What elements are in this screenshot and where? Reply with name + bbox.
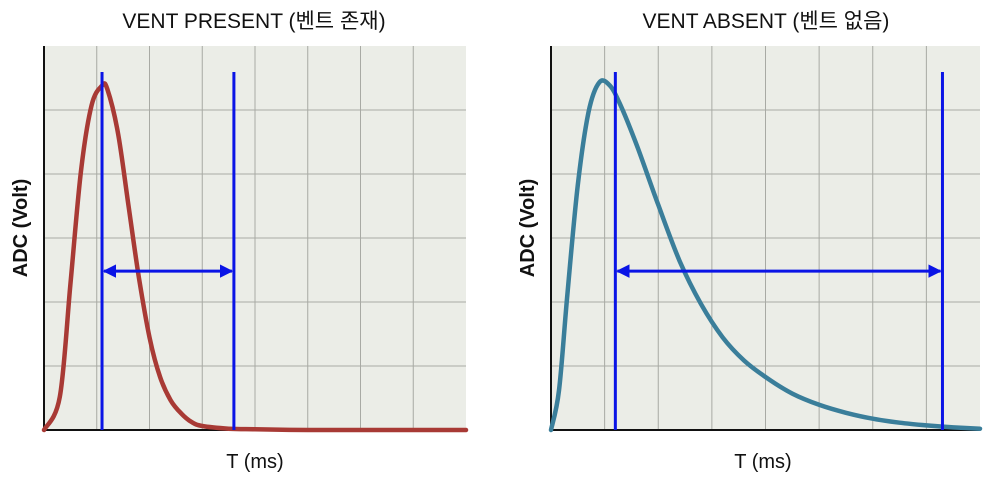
series-line	[41, 81, 469, 433]
x-axis-label: T (ms)	[226, 451, 283, 473]
series-line	[548, 78, 983, 433]
series-group	[548, 78, 983, 433]
annotation-group	[613, 72, 944, 430]
y-axis-label: ADC (Volt)	[517, 179, 539, 278]
annotation-group	[100, 72, 236, 430]
chart-title: VENT ABSENT (벤트 없음)	[643, 10, 890, 33]
axes	[550, 46, 980, 431]
x-axis-label: T (ms)	[734, 451, 791, 473]
gridlines	[551, 46, 980, 430]
chart-panel-vent-absent: VENT ABSENT (벤트 없음) T (ms) ADC (Volt)	[517, 10, 983, 473]
series-group	[41, 81, 469, 433]
chart-title: VENT PRESENT (벤트 존재)	[122, 10, 385, 33]
chart-panel-vent-present: VENT PRESENT (벤트 존재) T (ms) ADC (Volt)	[10, 10, 469, 473]
y-axis-label: ADC (Volt)	[10, 179, 32, 278]
